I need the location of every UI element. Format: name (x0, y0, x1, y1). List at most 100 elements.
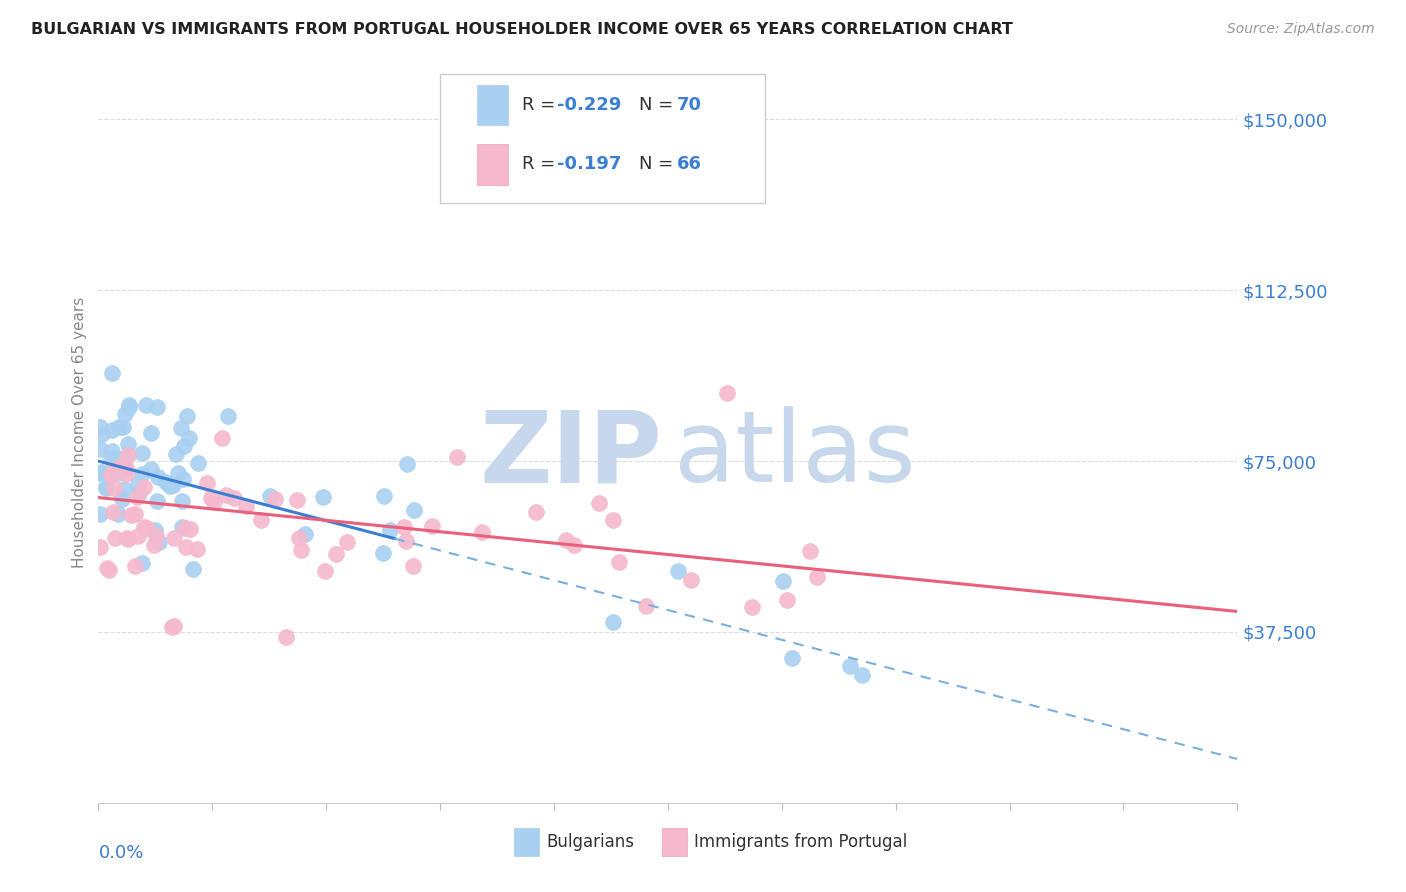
Point (94, 480, 117, 494)
Point (103, 481, 125, 495)
Point (103, 505, 125, 519)
Point (162, 477, 184, 491)
Point (90, 465, 112, 479)
Point (143, 523, 166, 537)
Point (371, 546, 394, 560)
Point (159, 479, 181, 493)
Point (100, 462, 122, 476)
Point (131, 446, 153, 460)
Text: N =: N = (640, 96, 679, 114)
Point (101, 444, 124, 458)
Point (195, 476, 218, 491)
Point (222, 491, 245, 505)
Point (132, 480, 155, 494)
Text: N =: N = (640, 155, 679, 173)
Point (264, 491, 287, 506)
Point (607, 556, 630, 570)
Point (114, 451, 136, 466)
Point (420, 518, 443, 533)
Point (311, 490, 333, 504)
Point (294, 527, 316, 541)
Point (562, 537, 585, 551)
Point (336, 535, 359, 549)
Point (274, 631, 297, 645)
Point (146, 493, 169, 508)
Point (174, 521, 197, 535)
Point (799, 544, 821, 558)
Point (96, 560, 118, 574)
Point (127, 529, 149, 543)
Point (142, 538, 165, 552)
Point (114, 408, 136, 422)
Point (679, 573, 702, 587)
Point (588, 495, 610, 509)
Point (155, 475, 177, 489)
Y-axis label: Householder Income Over 65 years: Householder Income Over 65 years (72, 297, 87, 568)
FancyBboxPatch shape (440, 73, 765, 203)
Point (170, 421, 193, 435)
Text: R =: R = (522, 155, 561, 173)
Point (136, 521, 159, 535)
FancyBboxPatch shape (515, 828, 538, 856)
Point (100, 450, 122, 465)
Point (131, 467, 153, 481)
Point (250, 513, 273, 527)
Point (124, 507, 146, 521)
Point (97, 563, 120, 577)
Text: Bulgarians: Bulgarians (546, 833, 634, 851)
Point (404, 503, 426, 517)
Point (94, 481, 117, 495)
Point (402, 559, 425, 574)
Point (160, 620, 183, 634)
Point (112, 419, 135, 434)
Point (120, 508, 142, 522)
Point (89, 541, 111, 555)
Point (89, 507, 111, 521)
Point (115, 532, 138, 546)
Point (90, 426, 112, 441)
Point (780, 651, 803, 665)
Point (173, 439, 195, 453)
Point (471, 525, 494, 540)
Point (187, 456, 209, 470)
Point (179, 522, 201, 536)
Point (118, 400, 141, 414)
Point (186, 541, 208, 556)
Text: -0.197: -0.197 (557, 155, 621, 173)
Point (215, 488, 238, 502)
Point (172, 520, 194, 534)
Point (806, 570, 828, 584)
Point (290, 543, 312, 558)
FancyBboxPatch shape (477, 85, 509, 126)
Point (145, 529, 167, 543)
Point (146, 470, 169, 484)
Text: Immigrants from Portugal: Immigrants from Portugal (695, 833, 907, 851)
Point (602, 513, 624, 527)
Point (124, 559, 146, 574)
Point (772, 574, 794, 588)
Point (111, 458, 134, 472)
Text: 66: 66 (676, 155, 702, 173)
Point (288, 531, 311, 545)
Point (395, 534, 418, 549)
Point (217, 409, 239, 423)
Point (141, 425, 163, 440)
Point (172, 494, 194, 508)
FancyBboxPatch shape (662, 828, 688, 856)
Point (117, 532, 139, 546)
Text: 0.0%: 0.0% (98, 844, 143, 862)
Text: Source: ZipAtlas.com: Source: ZipAtlas.com (1227, 22, 1375, 37)
Point (211, 431, 233, 445)
Point (176, 409, 198, 424)
Point (259, 489, 281, 503)
Point (103, 465, 125, 479)
Point (127, 476, 149, 491)
Point (314, 564, 336, 578)
Point (179, 432, 201, 446)
Text: ZIP: ZIP (479, 407, 662, 503)
Point (141, 462, 163, 476)
Point (200, 491, 222, 505)
Point (666, 564, 689, 578)
Point (167, 467, 190, 481)
Point (172, 471, 194, 485)
